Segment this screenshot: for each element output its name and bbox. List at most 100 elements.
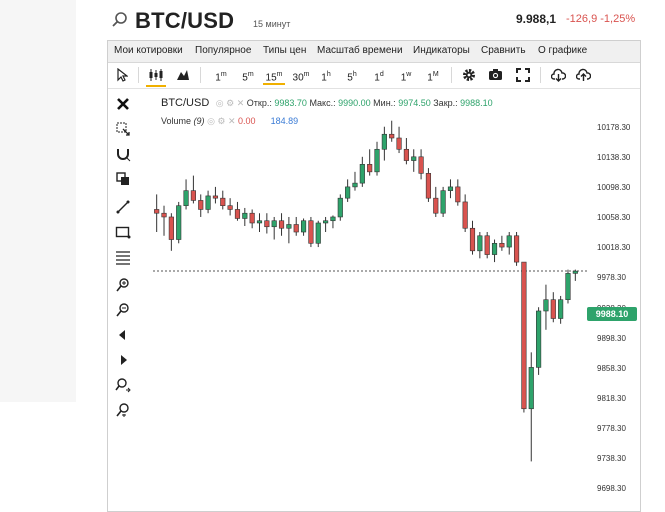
- price-tick-label: 9818.30: [597, 393, 626, 403]
- menu-my-quotes[interactable]: Мои котировки: [114, 45, 183, 56]
- price-tick-label: 10018.30: [597, 243, 631, 253]
- tf-5h[interactable]: 5h: [347, 71, 357, 84]
- candle: [198, 194, 204, 217]
- zoom-reset-icon[interactable]: [115, 377, 131, 393]
- candle: [528, 352, 534, 462]
- candle-body: [198, 200, 204, 210]
- candle: [242, 207, 248, 226]
- candle-body: [271, 220, 277, 228]
- camera-icon[interactable]: [488, 68, 503, 81]
- eye-icon[interactable]: ◎ ⚙ ✕: [215, 98, 245, 108]
- candle-body: [359, 164, 365, 184]
- candle-body: [205, 195, 211, 210]
- menu-indicators[interactable]: Индикаторы: [413, 45, 470, 56]
- copy-icon[interactable]: [115, 171, 131, 187]
- candle-body: [154, 209, 160, 214]
- tf-1d[interactable]: 1d: [374, 71, 384, 84]
- candle: [286, 216, 292, 244]
- zoom-fit-icon[interactable]: [115, 402, 131, 418]
- legend-high: 9990.00: [338, 98, 371, 108]
- candle: [521, 261, 527, 413]
- fullscreen-icon[interactable]: [516, 68, 530, 82]
- crosshair-cursor-icon[interactable]: [115, 121, 131, 137]
- candle: [506, 232, 512, 255]
- volume-label: Volume: [161, 116, 192, 126]
- candle: [499, 235, 505, 251]
- candle: [271, 216, 277, 240]
- tf-1w[interactable]: 1w: [400, 71, 412, 84]
- candle: [168, 213, 174, 251]
- menu-popular[interactable]: Популярное: [195, 45, 252, 56]
- candle-body: [418, 156, 424, 174]
- menu-about-chart[interactable]: О графике: [538, 45, 588, 56]
- quote-header: BTC/USD 15 минут 9.988,1 -126,9 -1,25%: [110, 6, 640, 38]
- legend-open-label: Откр.:: [246, 98, 272, 108]
- candle-body: [227, 205, 233, 210]
- volume-param: (9): [193, 116, 205, 126]
- volume-eye-icon[interactable]: ◎ ⚙ ✕: [207, 116, 236, 126]
- candle-body: [536, 310, 542, 368]
- candlestick-plot: [153, 120, 587, 462]
- candle: [411, 149, 417, 172]
- chart-area[interactable]: BTC/USD ◎ ⚙ ✕ Откр.: 9983.70 Макс.: 9990…: [139, 89, 640, 511]
- menu-time-scale[interactable]: Масштаб времени: [317, 45, 403, 56]
- zoom-out-icon[interactable]: [115, 302, 131, 318]
- candle: [256, 213, 263, 233]
- close-icon[interactable]: [115, 96, 131, 112]
- gear-icon[interactable]: [462, 68, 476, 82]
- price-tick-label: 9698.30: [597, 484, 626, 493]
- candle-body: [455, 186, 461, 203]
- candle-body: [565, 273, 571, 301]
- candle: [264, 213, 270, 234]
- zoom-in-icon[interactable]: [115, 277, 131, 293]
- menu-compare[interactable]: Сравнить: [481, 45, 526, 56]
- candle-body: [278, 220, 285, 229]
- volume-value-1: 0.00: [238, 116, 256, 126]
- search-icon[interactable]: [110, 10, 130, 30]
- tf-30m[interactable]: 30m: [292, 71, 310, 84]
- candle: [300, 218, 307, 236]
- candle-body: [330, 216, 336, 222]
- last-price-tag: 9988.10: [587, 307, 637, 321]
- scroll-left-icon[interactable]: [115, 327, 131, 343]
- tf-1M[interactable]: 1M: [427, 71, 439, 84]
- candle-body: [374, 148, 380, 173]
- candle: [154, 194, 160, 233]
- candle-body: [293, 224, 299, 233]
- candle-body: [300, 220, 307, 233]
- candle-body: [381, 133, 387, 150]
- cloud-upload-icon[interactable]: [576, 68, 591, 82]
- rectangle-icon[interactable]: [115, 224, 131, 240]
- tf-15m[interactable]: 15m: [263, 67, 285, 85]
- candle: [477, 232, 483, 259]
- price-tick-label: 9738.30: [597, 453, 626, 463]
- candle: [469, 220, 476, 255]
- magnet-icon[interactable]: [115, 146, 131, 162]
- candle-body: [220, 197, 226, 206]
- candle: [315, 220, 321, 248]
- cursor-icon[interactable]: [116, 68, 128, 82]
- candle-body: [403, 148, 409, 161]
- tf-1m[interactable]: 1m: [215, 71, 227, 84]
- menu-price-types[interactable]: Типы цен: [263, 45, 307, 56]
- price-tick-label: 10058.30: [597, 213, 631, 223]
- candle: [190, 175, 196, 204]
- cloud-download-icon[interactable]: [551, 68, 566, 82]
- candle-body: [477, 235, 483, 252]
- candle: [234, 201, 241, 221]
- area-chart-icon[interactable]: [176, 69, 190, 81]
- candle: [396, 126, 402, 154]
- tf-1h[interactable]: 1h: [321, 71, 331, 84]
- scroll-right-icon[interactable]: [115, 352, 131, 368]
- candle: [491, 239, 498, 263]
- candle-body: [469, 227, 476, 252]
- chart-widget: Мои котировки Популярное Типы цен Масшта…: [107, 40, 641, 512]
- candle-body: [264, 220, 270, 228]
- timeframe-label: 15 минут: [253, 19, 291, 29]
- trend-line-icon[interactable]: [115, 199, 131, 215]
- tf-5m[interactable]: 5m: [242, 71, 254, 84]
- fib-lines-icon[interactable]: [115, 249, 131, 265]
- candle-body: [168, 216, 174, 240]
- candles-icon[interactable]: [148, 68, 164, 82]
- candle-body: [572, 270, 578, 274]
